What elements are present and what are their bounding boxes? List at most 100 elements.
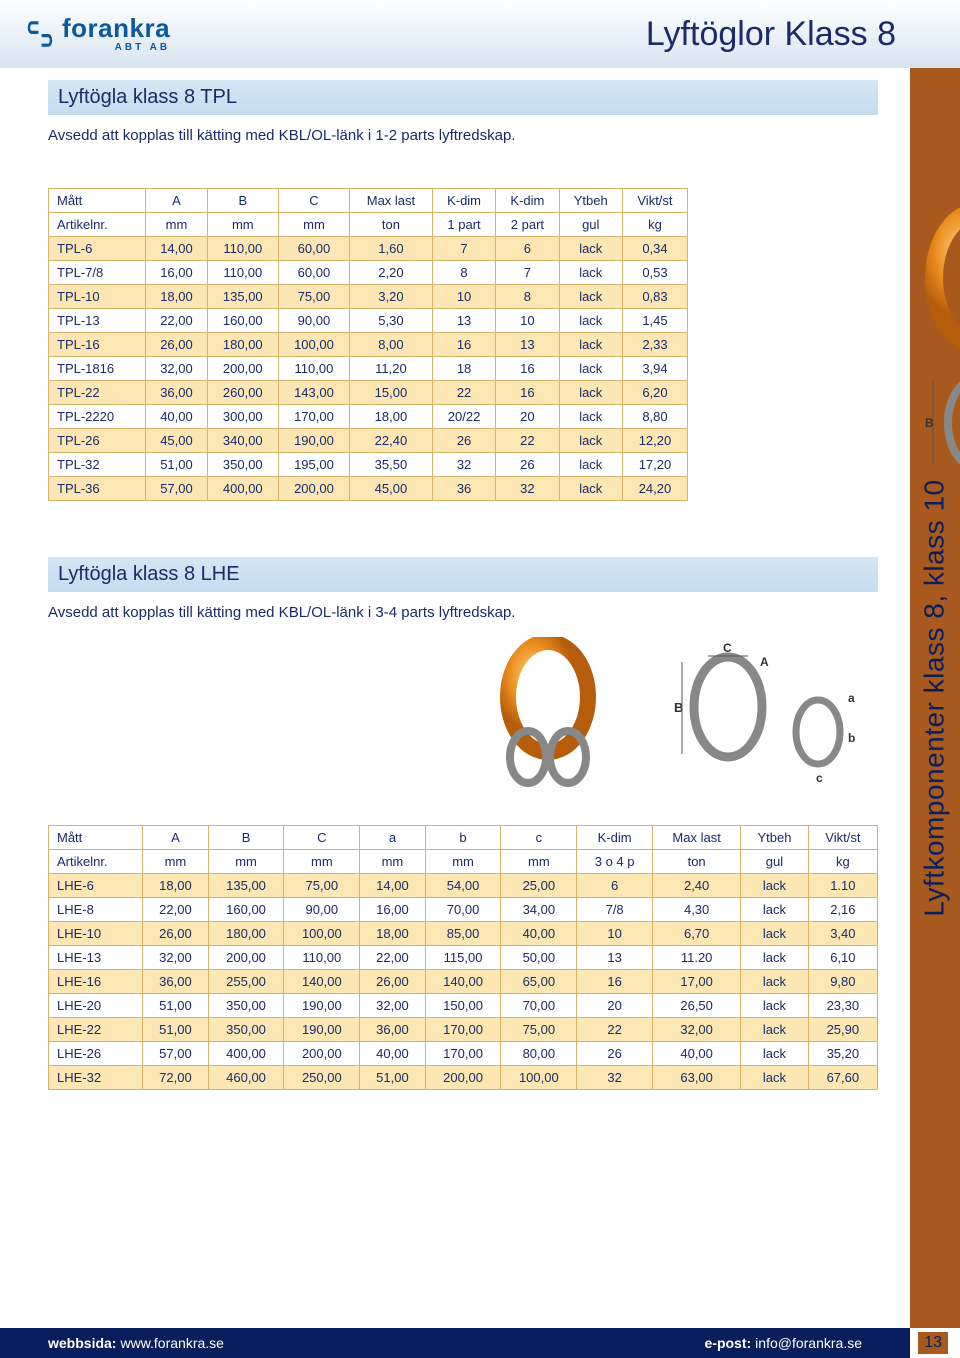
cell: 460,00 <box>208 1066 284 1090</box>
cell: lack <box>741 874 808 898</box>
cell: 16,00 <box>146 261 207 285</box>
table-row: TPL-1322,00160,0090,005,301310lack1,45 <box>49 309 688 333</box>
cell: 110,00 <box>207 261 278 285</box>
cell: 255,00 <box>208 970 284 994</box>
col-header: K-dim <box>496 189 559 213</box>
cell: 70,00 <box>501 994 577 1018</box>
cell: 0,83 <box>622 285 687 309</box>
svg-text:c: c <box>816 771 823 785</box>
cell: TPL-2220 <box>49 405 146 429</box>
cell: 140,00 <box>284 970 360 994</box>
cell: 200,00 <box>208 946 284 970</box>
cell: LHE-22 <box>49 1018 143 1042</box>
cell: lack <box>741 970 808 994</box>
col-header: K-dim <box>432 189 495 213</box>
cell: 50,00 <box>501 946 577 970</box>
cell: 110,00 <box>278 357 349 381</box>
cell: 195,00 <box>278 453 349 477</box>
cell: 75,00 <box>501 1018 577 1042</box>
cell: TPL-36 <box>49 477 146 501</box>
col-header: Ytbeh <box>741 826 808 850</box>
cell: 12,20 <box>622 429 687 453</box>
cell: 8,80 <box>622 405 687 429</box>
logo-text: forankra ABT AB <box>62 15 170 53</box>
cell: 6,70 <box>653 922 741 946</box>
col-header: Ytbeh <box>559 189 622 213</box>
cell: 32,00 <box>360 994 425 1018</box>
table-row: TPL-614,00110,0060,001,6076lack0,34 <box>49 237 688 261</box>
table-row: TPL-2236,00260,00143,0015,002216lack6,20 <box>49 381 688 405</box>
cell: lack <box>559 333 622 357</box>
cell: 11,20 <box>350 357 433 381</box>
col-header: b <box>425 826 501 850</box>
cell: 10 <box>577 922 653 946</box>
cell: lack <box>741 994 808 1018</box>
cell: lack <box>559 309 622 333</box>
col-unit: gul <box>741 850 808 874</box>
cell: 140,00 <box>425 970 501 994</box>
cell: 14,00 <box>360 874 425 898</box>
cell: 51,00 <box>143 1018 208 1042</box>
col-header: A <box>143 826 208 850</box>
cell: 14,00 <box>146 237 207 261</box>
cell: 2,33 <box>622 333 687 357</box>
cell: lack <box>559 429 622 453</box>
cell: 32,00 <box>146 357 207 381</box>
col-header: C <box>278 189 349 213</box>
col-unit: Artikelnr. <box>49 213 146 237</box>
cell: TPL-13 <box>49 309 146 333</box>
cell: 0,53 <box>622 261 687 285</box>
cell: LHE-8 <box>49 898 143 922</box>
table-row: LHE-1332,00200,00110,0022,00115,0050,001… <box>49 946 878 970</box>
tpl-product-diagram: B C A <box>898 198 960 498</box>
cell: 20 <box>496 405 559 429</box>
cell: lack <box>741 1066 808 1090</box>
col-unit: ton <box>653 850 741 874</box>
footer-web-label: webbsida: <box>48 1335 116 1351</box>
cell: 75,00 <box>278 285 349 309</box>
cell: 20/22 <box>432 405 495 429</box>
cell: 190,00 <box>284 994 360 1018</box>
footer-email: info@forankra.se <box>755 1335 862 1351</box>
cell: 100,00 <box>284 922 360 946</box>
cell: 60,00 <box>278 237 349 261</box>
svg-text:C: C <box>723 642 732 655</box>
svg-text:A: A <box>760 655 769 669</box>
table-row: LHE-2657,00400,00200,0040,00170,0080,002… <box>49 1042 878 1066</box>
cell: 70,00 <box>425 898 501 922</box>
cell: 7 <box>432 237 495 261</box>
table-row: LHE-822,00160,0090,0016,0070,0034,007/84… <box>49 898 878 922</box>
table-row: TPL-3657,00400,00200,0045,003632lack24,2… <box>49 477 688 501</box>
cell: 10 <box>432 285 495 309</box>
main-content: Lyftögla klass 8 TPL Avsedd att kopplas … <box>48 80 878 1090</box>
page-title: Lyftöglor Klass 8 <box>646 15 896 54</box>
cell: 36,00 <box>146 381 207 405</box>
cell: 1.10 <box>808 874 877 898</box>
cell: 26,00 <box>360 970 425 994</box>
cell: lack <box>741 1018 808 1042</box>
cell: 180,00 <box>207 333 278 357</box>
col-header: A <box>146 189 207 213</box>
cell: 6 <box>577 874 653 898</box>
col-header: B <box>207 189 278 213</box>
cell: 170,00 <box>425 1042 501 1066</box>
cell: 22,40 <box>350 429 433 453</box>
cell: 200,00 <box>284 1042 360 1066</box>
table-row: LHE-2051,00350,00190,0032,00150,0070,002… <box>49 994 878 1018</box>
lhe-dimension-diagram-icon: B C A a b c <box>668 642 868 792</box>
cell: 51,00 <box>360 1066 425 1090</box>
cell: 200,00 <box>425 1066 501 1090</box>
cell: 40,00 <box>146 405 207 429</box>
cell: 7 <box>496 261 559 285</box>
cell: LHE-6 <box>49 874 143 898</box>
cell: lack <box>559 357 622 381</box>
logo-sub: ABT AB <box>62 43 170 53</box>
col-unit: mm <box>425 850 501 874</box>
cell: 250,00 <box>284 1066 360 1090</box>
lhe-product-diagram: B C A a b c <box>48 637 878 797</box>
cell: 340,00 <box>207 429 278 453</box>
svg-text:a: a <box>848 691 855 705</box>
col-unit: kg <box>808 850 877 874</box>
cell: TPL-1816 <box>49 357 146 381</box>
cell: 18,00 <box>146 285 207 309</box>
